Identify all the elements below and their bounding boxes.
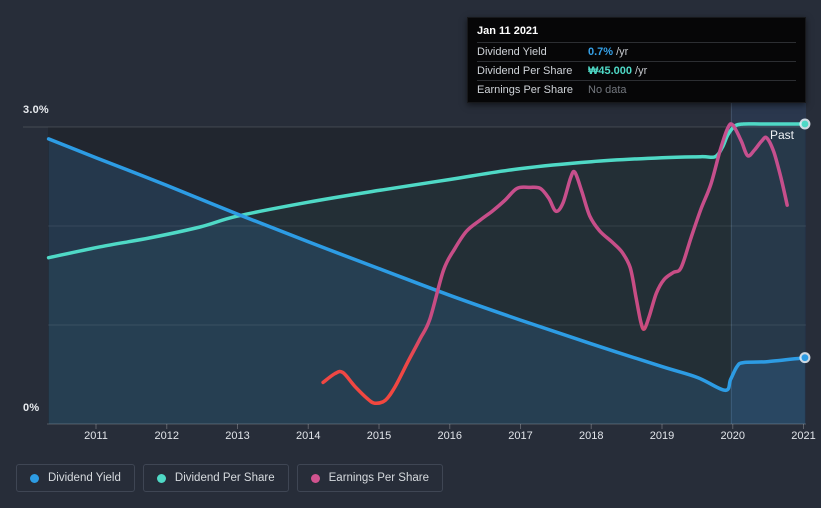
x-tick-label-2011: 2011 [84, 430, 108, 442]
tooltip-value-suffix: /yr [635, 65, 648, 77]
chart-legend: Dividend Yield Dividend Per Share Earnings… [16, 464, 443, 492]
legend-label: Dividend Per Share [174, 472, 275, 484]
legend-item-earnings-per-share[interactable]: Earnings Per Share [296, 464, 443, 492]
tooltip-row-dividend-per-share: Dividend Per Share ₩45.000 /yr [477, 61, 796, 80]
line-earnings-per-share [321, 122, 789, 406]
end-dot-dividend-per-share [801, 120, 809, 128]
tooltip-value-suffix: /yr [616, 46, 629, 58]
legend-label: Dividend Yield [48, 472, 121, 484]
legend-dot [30, 473, 39, 483]
chart-tooltip: Jan 11 2021 Dividend Yield 0.7% /yr Divi… [467, 17, 806, 103]
end-dot-dividend-yield [801, 354, 809, 362]
x-tick-label-2013: 2013 [225, 430, 250, 442]
x-tick-label-2017: 2017 [508, 430, 533, 442]
x-tick-label-2019: 2019 [649, 430, 675, 442]
legend-dot [156, 473, 166, 483]
legend-item-dividend-per-share[interactable]: Dividend Per Share [142, 464, 289, 492]
tooltip-date: Jan 11 2021 [477, 25, 539, 37]
tooltip-value: ₩45.000 [588, 65, 633, 77]
tooltip-label: Earnings Per Share [477, 84, 573, 96]
x-axis: 2011 2012 2013 2014 2015 2016 2017 2018 2019 2020… [0, 430, 821, 446]
x-tick-label-2015: 2015 [366, 430, 392, 442]
x-tick-label-2012: 2012 [154, 430, 179, 442]
y-axis-bottom-label: 0% [23, 402, 40, 414]
tooltip-value: No data [588, 84, 627, 96]
past-region-label: Past [770, 128, 795, 142]
tooltip-label: Dividend Per Share [477, 65, 573, 77]
chart-plot-area[interactable] [0, 0, 821, 455]
tooltip-label: Dividend Yield [477, 46, 547, 58]
plot-background [48, 127, 806, 424]
line-dividend-per-share [46, 122, 807, 260]
tooltip-value: 0.7% [588, 46, 614, 58]
legend-label: Earnings Per Share [328, 472, 429, 484]
tooltip-row-earnings-per-share: Earnings Per Share No data [477, 80, 796, 99]
legend-dot [310, 473, 320, 483]
area-fill-dividend-per-share [48, 123, 805, 424]
x-tick-label-2016: 2016 [437, 430, 462, 442]
x-tick-label-2020: 2020 [720, 430, 745, 442]
legend-item-dividend-yield[interactable]: Dividend Yield [16, 464, 135, 492]
line-dividend-yield [46, 137, 807, 393]
tooltip-row-dividend-yield: Dividend Yield 0.7% /yr [477, 42, 796, 61]
x-tick-label-2021: 2021 [791, 430, 816, 442]
x-tick-label-2018: 2018 [579, 430, 604, 442]
y-axis-top-label: 3.0% [23, 104, 49, 116]
x-tick-label-2014: 2014 [296, 430, 321, 442]
